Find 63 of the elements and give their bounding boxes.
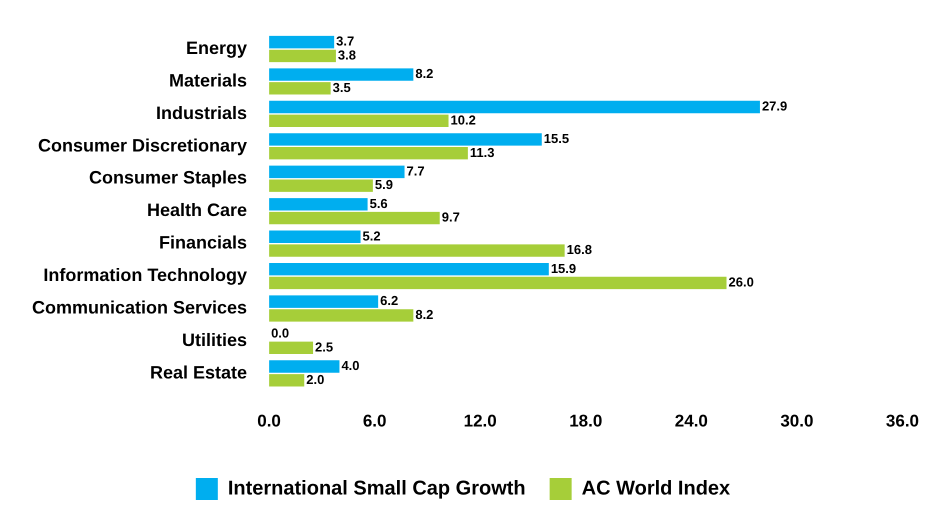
data-label: 15.5	[544, 131, 570, 146]
bar	[269, 82, 331, 95]
x-tick-label: 36.0	[886, 411, 920, 430]
bar	[269, 374, 304, 386]
bar	[269, 68, 414, 81]
y-tick-label: Real Estate	[150, 362, 248, 382]
bar	[269, 244, 565, 257]
x-tick-label: 6.0	[362, 411, 386, 430]
data-label: 6.2	[380, 293, 398, 308]
y-tick-label: Consumer Discretionary	[38, 135, 248, 156]
bar	[269, 212, 440, 224]
bar	[269, 50, 336, 62]
bar	[269, 36, 334, 48]
y-tick-label: Information Technology	[43, 265, 248, 286]
data-label: 5.2	[362, 228, 381, 244]
y-tick-label: Financials	[159, 232, 248, 253]
x-tick-label: 12.0	[464, 411, 497, 430]
data-label: 10.2	[450, 112, 476, 128]
data-label: 3.5	[332, 80, 351, 95]
y-tick-label: Materials	[169, 70, 248, 90]
x-tick-label: 30.0	[780, 411, 814, 430]
data-label: 16.8	[566, 242, 592, 258]
y-tick-label: Health Care	[147, 200, 248, 220]
data-label: 0.0	[271, 326, 290, 341]
x-tick-label: 0.0	[257, 411, 281, 430]
bar	[269, 100, 760, 114]
bar	[269, 262, 549, 276]
bar	[269, 147, 468, 160]
y-tick-label: Energy	[186, 38, 248, 58]
bar	[269, 276, 727, 290]
bar	[269, 230, 361, 243]
bar	[269, 198, 368, 211]
data-label: 3.8	[338, 47, 356, 62]
data-label: 15.9	[550, 260, 576, 276]
bar	[269, 114, 449, 127]
data-label: 7.7	[406, 163, 425, 178]
data-label: 9.7	[442, 210, 460, 225]
data-label: 5.6	[370, 196, 388, 211]
data-label: 11.3	[470, 144, 494, 160]
data-label: 5.9	[374, 177, 393, 192]
bar	[269, 342, 314, 354]
data-label: 3.7	[336, 34, 354, 49]
data-label: 2.5	[315, 339, 334, 354]
data-label: 8.2	[415, 66, 434, 82]
bar	[269, 295, 378, 308]
x-tick-label: 18.0	[569, 411, 602, 430]
y-tick-label: Communication Services	[32, 297, 248, 318]
data-label: 8.2	[415, 306, 434, 322]
legend-label: AC World Index	[582, 478, 730, 500]
legend-label: International Small Cap Growth	[228, 478, 526, 500]
x-tick-label: 24.0	[674, 411, 708, 430]
y-tick-label: Industrials	[156, 102, 248, 123]
y-tick-label: Utilities	[182, 330, 248, 350]
bar	[269, 179, 373, 192]
bar	[269, 166, 405, 178]
y-tick-label: Consumer Staples	[89, 168, 248, 188]
data-label: 4.0	[341, 358, 360, 374]
bar	[269, 309, 414, 322]
data-label: 27.9	[762, 98, 788, 114]
bar	[269, 360, 340, 373]
data-label: 26.0	[728, 274, 754, 290]
bar	[269, 133, 542, 146]
data-label: 2.0	[306, 372, 324, 387]
